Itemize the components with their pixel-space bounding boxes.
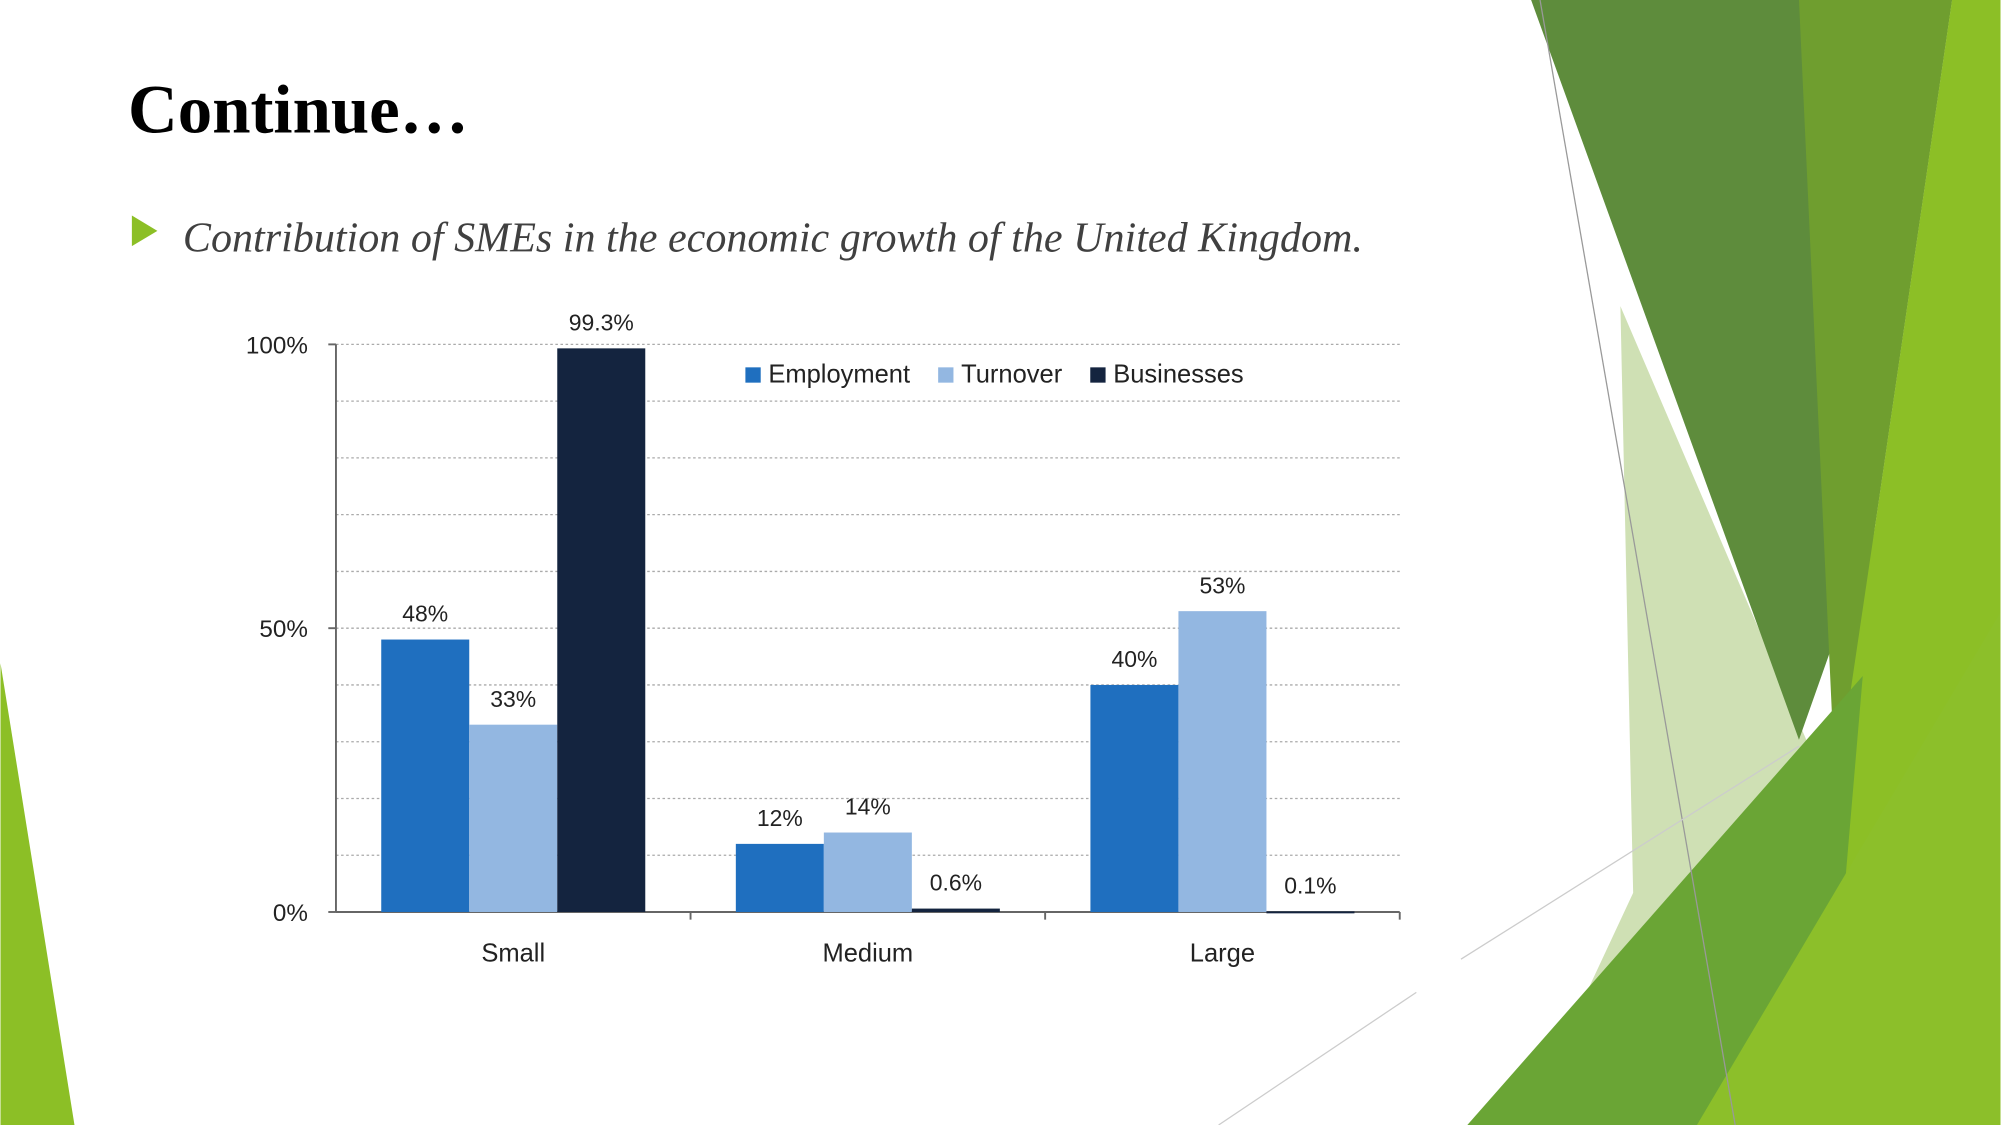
y-tick-label: 100%	[246, 332, 308, 359]
bar	[469, 724, 558, 912]
value-label: 48%	[402, 601, 448, 627]
x-tick-label: Large	[1190, 940, 1255, 968]
legend-swatch	[1090, 367, 1106, 383]
legend-label: Turnover	[961, 361, 1063, 389]
legend-swatch	[938, 367, 954, 383]
x-tick-label: Medium	[822, 940, 913, 968]
thin-line	[1460, 745, 1800, 960]
thin-line	[1539, 0, 1736, 1125]
legend-label: Employment	[768, 361, 910, 389]
bullet-text: Contribution of SMEs in the economic gro…	[183, 214, 1363, 261]
value-label: 40%	[1111, 646, 1157, 672]
legend-label: Businesses	[1113, 361, 1243, 389]
green-shape-2	[1696, 612, 2001, 1125]
bar	[1178, 611, 1267, 912]
bullet-icon	[131, 215, 158, 247]
value-label: 33%	[490, 686, 536, 712]
y-tick-label: 50%	[259, 616, 307, 643]
x-tick-label: Small	[481, 940, 545, 968]
value-label: 53%	[1199, 572, 1245, 598]
bar	[911, 908, 1000, 912]
thin-line	[1218, 991, 1417, 1125]
bar	[557, 348, 646, 912]
chart: 0% 50% 100% Small 48% 33% 99.3% Medium 12% 14% 0.6…	[246, 310, 1401, 968]
value-label: 0.1%	[1284, 873, 1336, 899]
slide-title: Continue…	[128, 72, 469, 148]
value-label: 12%	[757, 805, 803, 831]
value-label: 99.3%	[569, 310, 634, 336]
left-shape	[0, 663, 75, 1125]
legend-swatch	[745, 367, 761, 383]
bar	[1266, 911, 1355, 914]
bar	[823, 832, 912, 912]
value-label: 14%	[845, 794, 891, 820]
mid-shape	[1798, 0, 1953, 830]
value-label: 0.6%	[930, 870, 982, 896]
y-tick-label: 0%	[273, 900, 308, 927]
bar	[1090, 684, 1179, 912]
bar	[735, 843, 824, 912]
bar	[381, 639, 470, 912]
